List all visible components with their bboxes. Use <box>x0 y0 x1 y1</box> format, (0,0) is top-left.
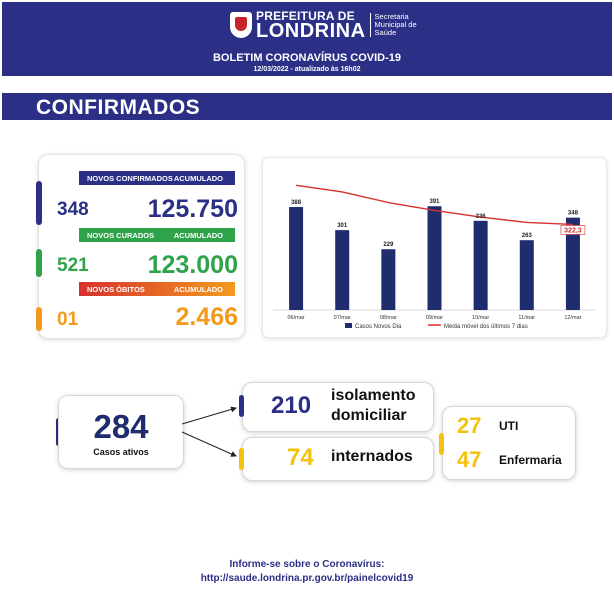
confirmados-acc-label: ACUMULADO <box>173 174 223 183</box>
internados-accent <box>239 448 244 470</box>
bar-value-label: 391 <box>429 199 440 205</box>
secretaria-line2: Municipal de <box>374 20 417 29</box>
bar-07/mar <box>335 230 350 310</box>
bar-value-label: 301 <box>337 223 348 229</box>
obitos-total: 2.466 <box>175 303 238 331</box>
x-tick-label: 12/mar <box>564 315 581 321</box>
footer-info: Informe-se sobre o Coronavírus: <box>229 559 385 570</box>
cases-chart: 388 06/mar 301 07/mar 229 08/mar 391 09/mar 336 1… <box>273 184 596 330</box>
enfermaria-label: Enfermaria <box>499 453 562 467</box>
obitos-new: 01 <box>57 309 79 330</box>
isolamento-label-line2: domiciliar <box>331 407 407 424</box>
obitos-acc-label: ACUMULADO <box>173 285 223 294</box>
active-value: 284 <box>93 408 149 445</box>
cases-chart-panel: 388 06/mar 301 07/mar 229 08/mar 391 09/mar 336 1… <box>262 157 607 338</box>
bar-value-label: 348 <box>568 211 579 217</box>
city-logo: PREFEITURA DE LONDRINA Secretaria Munici… <box>230 9 417 42</box>
active-label: Casos ativos <box>93 447 149 457</box>
curados-accent <box>36 249 42 277</box>
confirmados-accent <box>36 181 42 225</box>
bar-12/mar <box>565 217 580 310</box>
isolamento-value: 210 <box>271 392 312 419</box>
obitos-accent <box>36 307 42 331</box>
arrow-internados <box>181 431 237 457</box>
x-tick-label: 10/mar <box>472 315 489 321</box>
isolamento-label-line1: isolamento <box>331 387 416 404</box>
logo-line2: LONDRINA <box>256 20 366 42</box>
city-crest-icon <box>230 12 252 38</box>
footer-link[interactable]: http://saude.londrina.pr.gov.br/painelco… <box>200 573 414 584</box>
isolamento-accent <box>239 395 244 417</box>
obitos-band: NOVOS ÓBITOS ACUMULADO <box>79 282 235 296</box>
internados-box: 74 internados <box>239 437 434 481</box>
curados-total: 123.000 <box>147 251 238 279</box>
confirmados-label: NOVOS CONFIRMADOS <box>87 174 173 183</box>
internados-value: 74 <box>287 444 314 471</box>
uti-value: 27 <box>457 413 482 438</box>
bar-value-label: 388 <box>291 200 302 206</box>
bar-value-label: 336 <box>476 214 487 220</box>
highlight-label: 322,3 <box>564 227 582 234</box>
bar-11/mar <box>519 240 534 310</box>
enfermaria-value: 47 <box>457 447 482 472</box>
arrows <box>181 406 237 457</box>
section-title: CONFIRMADOS <box>36 96 201 119</box>
secretaria-label: Secretaria Municipal de Saúde <box>369 12 417 37</box>
stats-card: NOVOS CONFIRMADOS ACUMULADO 348 125.750 … <box>36 154 245 339</box>
active-cases-box: 284 Casos ativos <box>58 395 184 469</box>
bar-08/mar <box>381 249 396 310</box>
highlight-box <box>560 225 586 235</box>
bulletin-title: BOLETIM CORONAVÍRUS COVID-19 <box>212 52 402 64</box>
secretaria-line3: Saúde <box>374 28 397 37</box>
bar-09/mar <box>427 206 442 310</box>
legend-line-label: Média móvel dos últimos 7 dias <box>444 324 528 330</box>
uti-enfermaria-box: 27 UTI 47 Enfermaria <box>439 406 576 480</box>
curados-acc-label: ACUMULADO <box>173 231 223 240</box>
curados-new: 521 <box>57 255 89 276</box>
x-tick-label: 06/mar <box>288 315 305 321</box>
obitos-label: NOVOS ÓBITOS <box>87 285 145 294</box>
logo-line1: PREFEITURA DE <box>256 9 355 23</box>
x-tick-label: 11/mar <box>518 315 535 321</box>
bar-10/mar <box>473 220 488 310</box>
internados-label: internados <box>331 448 413 465</box>
uti-accent <box>439 433 444 455</box>
isolamento-label: isolamento domiciliar <box>331 386 415 426</box>
legend-bar-label: Casos Novos Dia <box>355 324 402 330</box>
bulletin-date: 12/03/2022 - atualizado às 16h02 <box>253 66 361 73</box>
secretaria-line1: Secretaria <box>374 12 409 21</box>
confirmados-band: NOVOS CONFIRMADOS ACUMULADO <box>79 171 235 185</box>
bar-06/mar <box>289 207 304 310</box>
bar-value-label: 229 <box>383 242 394 248</box>
arrow-isolamento <box>181 406 237 425</box>
legend-bar-swatch <box>345 323 352 328</box>
x-tick-label: 09/mar <box>426 315 443 321</box>
isolamento-box: 210 isolamento domiciliar <box>239 382 434 432</box>
curados-label: NOVOS CURADOS <box>87 231 155 240</box>
section-bar: CONFIRMADOS <box>2 93 612 120</box>
x-tick-label: 07/mar <box>334 315 351 321</box>
bar-value-label: 263 <box>522 233 533 239</box>
uti-label: UTI <box>499 419 519 433</box>
header-banner: PREFEITURA DE LONDRINA Secretaria Munici… <box>2 2 612 76</box>
curados-band: NOVOS CURADOS ACUMULADO <box>79 228 235 242</box>
confirmados-new: 348 <box>57 199 89 220</box>
confirmados-total: 125.750 <box>147 195 238 223</box>
x-tick-label: 08/mar <box>380 315 397 321</box>
moving-average-line <box>295 184 573 226</box>
